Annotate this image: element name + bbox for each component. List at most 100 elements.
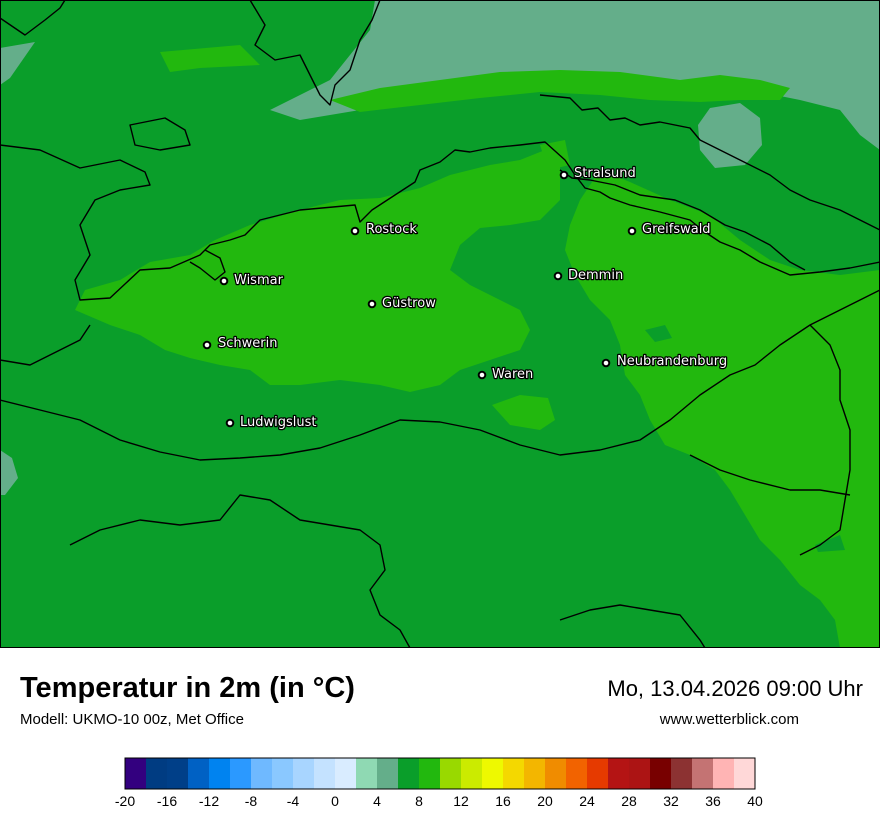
temperature-zone-north-band — [330, 70, 790, 112]
temperature-zone-north-patch — [540, 140, 570, 170]
legend-swatch — [167, 758, 189, 789]
city-marker-dot — [553, 271, 563, 281]
city-demmin[interactable]: Demmin — [553, 267, 624, 284]
legend-swatch — [272, 758, 294, 789]
legend-swatch — [482, 758, 504, 789]
city-name-label: Ludwigslust — [240, 415, 317, 430]
city-greifswald[interactable]: Greifswald — [627, 221, 712, 238]
model-info: Modell: UKMO-10 00z, Met Office — [20, 711, 244, 728]
legend-tick-label: 36 — [705, 793, 721, 809]
city-guestrow[interactable]: Güstrow — [367, 295, 437, 312]
legend-tick-label: 24 — [579, 793, 595, 809]
legend-ticks: -20 -16 -12 -8 -4 0 4 8 12 16 20 24 28 32 36 40 — [115, 793, 763, 809]
city-marker-dot — [477, 370, 487, 380]
city-name-label: Demmin — [568, 268, 623, 283]
legend-swatch — [734, 758, 756, 789]
legend-swatch — [398, 758, 420, 789]
city-name-label: Waren — [492, 367, 533, 382]
legend-swatch — [524, 758, 546, 789]
legend-swatch — [125, 758, 147, 789]
city-name-label: Schwerin — [218, 336, 277, 351]
temperature-zone-central — [75, 148, 560, 392]
city-marker-dot — [350, 226, 360, 236]
city-name-label: Güstrow — [382, 296, 436, 311]
legend-tick-label: 20 — [537, 793, 553, 809]
legend-tick-label: 40 — [747, 793, 763, 809]
map-title: Temperatur in 2m (in °C) — [20, 672, 355, 704]
city-marker-dot — [627, 226, 637, 236]
coastline-island-small — [129, 117, 191, 151]
coastline-lagoon — [559, 169, 806, 271]
sea-area-east — [698, 103, 762, 168]
city-wismar[interactable]: Wismar — [219, 272, 285, 289]
city-neubrandenburg[interactable]: Neubrandenburg — [601, 353, 728, 370]
legend-tick-label: -8 — [245, 793, 258, 809]
legend-swatch — [146, 758, 168, 789]
forecast-datetime: Mo, 13.04.2026 09:00 Uhr — [607, 676, 863, 701]
sea-area-edge — [0, 450, 18, 495]
legend-tick-label: 12 — [453, 793, 469, 809]
legend-tick-label: 28 — [621, 793, 637, 809]
sea-area-west — [0, 42, 35, 85]
legend-swatch — [629, 758, 651, 789]
city-marker-dot — [219, 276, 229, 286]
city-name-label: Neubrandenburg — [617, 354, 727, 369]
legend-swatch — [293, 758, 315, 789]
city-name-label: Wismar — [234, 273, 284, 288]
temperature-zone-east — [565, 170, 880, 648]
border-southwest — [0, 324, 91, 366]
legend-swatch — [713, 758, 735, 789]
legend-swatch — [209, 758, 231, 789]
legend-frame — [124, 757, 756, 790]
legend-tick-label: 8 — [415, 793, 423, 809]
legend-tick-label: -16 — [157, 793, 177, 809]
website-link[interactable]: www.wetterblick.com — [659, 711, 799, 728]
city-rostock[interactable]: Rostock — [350, 221, 419, 238]
coastline-main — [0, 141, 880, 301]
city-name-label: Rostock — [366, 222, 417, 237]
legend-swatch — [566, 758, 588, 789]
legend-swatch — [251, 758, 273, 789]
temperature-pocket-east — [645, 325, 672, 342]
legend-tick-label: -4 — [287, 793, 300, 809]
border-east — [799, 324, 851, 556]
legend-swatch — [650, 758, 672, 789]
temperature-pocket-southeast — [815, 535, 845, 552]
legend-swatch — [335, 758, 357, 789]
temperature-map: Stralsund Rostock Greifswald Wismar Demm… — [0, 0, 880, 648]
city-ludwigslust[interactable]: Ludwigslust — [225, 414, 318, 431]
color-legend: -20 -16 -12 -8 -4 0 4 8 12 16 20 24 28 32 36 40 — [115, 757, 763, 809]
city-stralsund[interactable]: Stralsund — [559, 165, 637, 182]
city-marker-dot — [367, 299, 377, 309]
coastline-west-island — [249, 0, 381, 106]
legend-swatch — [692, 758, 714, 789]
coastline-northeast — [539, 94, 880, 231]
city-marker-dot — [601, 358, 611, 368]
city-waren[interactable]: Waren — [477, 366, 535, 383]
city-name-label: Stralsund — [574, 166, 636, 181]
legend-tick-label: -12 — [199, 793, 219, 809]
city-schwerin[interactable]: Schwerin — [202, 335, 279, 352]
legend-swatch — [314, 758, 336, 789]
legend-swatch — [440, 758, 462, 789]
city-marker-dot — [559, 170, 569, 180]
border-southern — [0, 289, 880, 461]
legend-tick-label: 32 — [663, 793, 679, 809]
legend-tick-label: 4 — [373, 793, 381, 809]
coastline-north — [0, 0, 66, 36]
city-marker-dot — [202, 340, 212, 350]
legend-tick-label: 16 — [495, 793, 511, 809]
temperature-zone-north-strip — [160, 45, 260, 72]
legend-swatch — [230, 758, 252, 789]
temperature-zone-south-patch — [492, 395, 555, 430]
legend-swatches — [124, 757, 756, 790]
legend-tick-label: 0 — [331, 793, 339, 809]
city-marker-dot — [225, 418, 235, 428]
legend-swatch — [671, 758, 693, 789]
border-lines — [0, 0, 880, 648]
legend-swatch — [503, 758, 525, 789]
border-south-district — [69, 494, 411, 648]
legend-swatch — [608, 758, 630, 789]
legend-swatch — [377, 758, 399, 789]
legend-swatch — [188, 758, 210, 789]
